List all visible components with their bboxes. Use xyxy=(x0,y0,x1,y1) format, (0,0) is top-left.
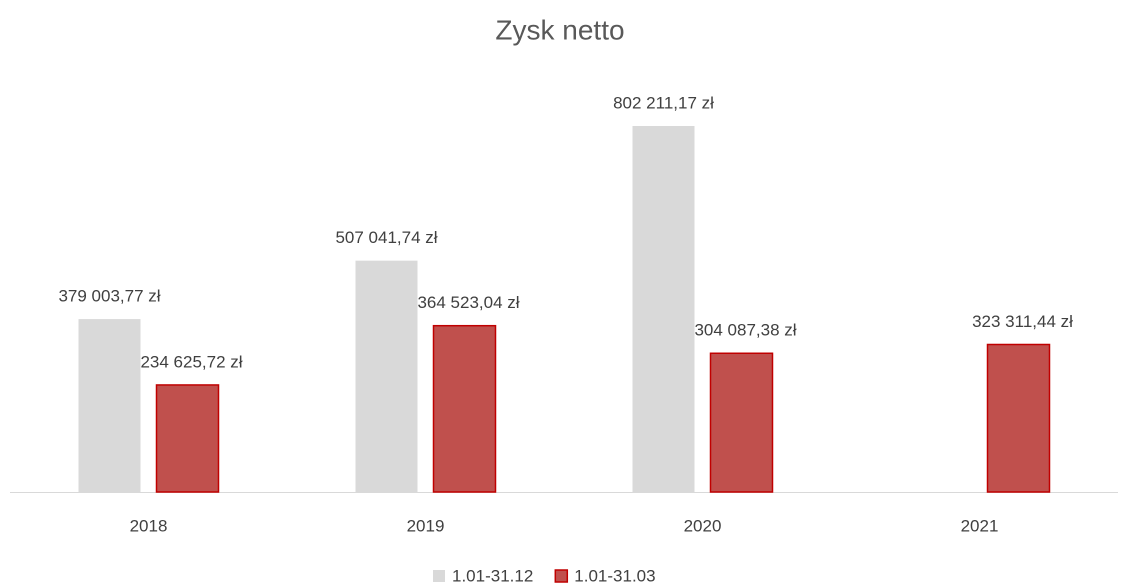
data-label: 234 625,72 zł xyxy=(140,352,242,371)
data-label: 364 523,04 zł xyxy=(417,293,519,312)
bar xyxy=(986,343,1051,493)
legend-label: 1.01-31.12 xyxy=(452,566,533,584)
bar xyxy=(709,352,774,493)
x-tick-label: 2020 xyxy=(684,516,722,535)
legend-label: 1.01-31.03 xyxy=(574,566,655,584)
data-label: 507 041,74 zł xyxy=(335,228,437,247)
x-tick-label: 2019 xyxy=(407,516,445,535)
x-tick-label: 2021 xyxy=(961,516,999,535)
x-tick-label: 2018 xyxy=(130,516,168,535)
bar xyxy=(632,126,695,492)
bar xyxy=(432,324,497,493)
bar xyxy=(78,319,141,492)
data-label: 323 311,44 zł xyxy=(972,312,1073,331)
chart-title: Zysk netto xyxy=(495,14,624,45)
legend-swatch xyxy=(554,569,569,583)
bar xyxy=(155,384,220,493)
legend-swatch xyxy=(433,570,445,582)
data-label: 802 211,17 zł xyxy=(613,93,714,112)
data-label: 379 003,77 zł xyxy=(58,287,160,306)
bar xyxy=(355,260,418,492)
data-label: 304 087,38 zł xyxy=(694,321,796,340)
